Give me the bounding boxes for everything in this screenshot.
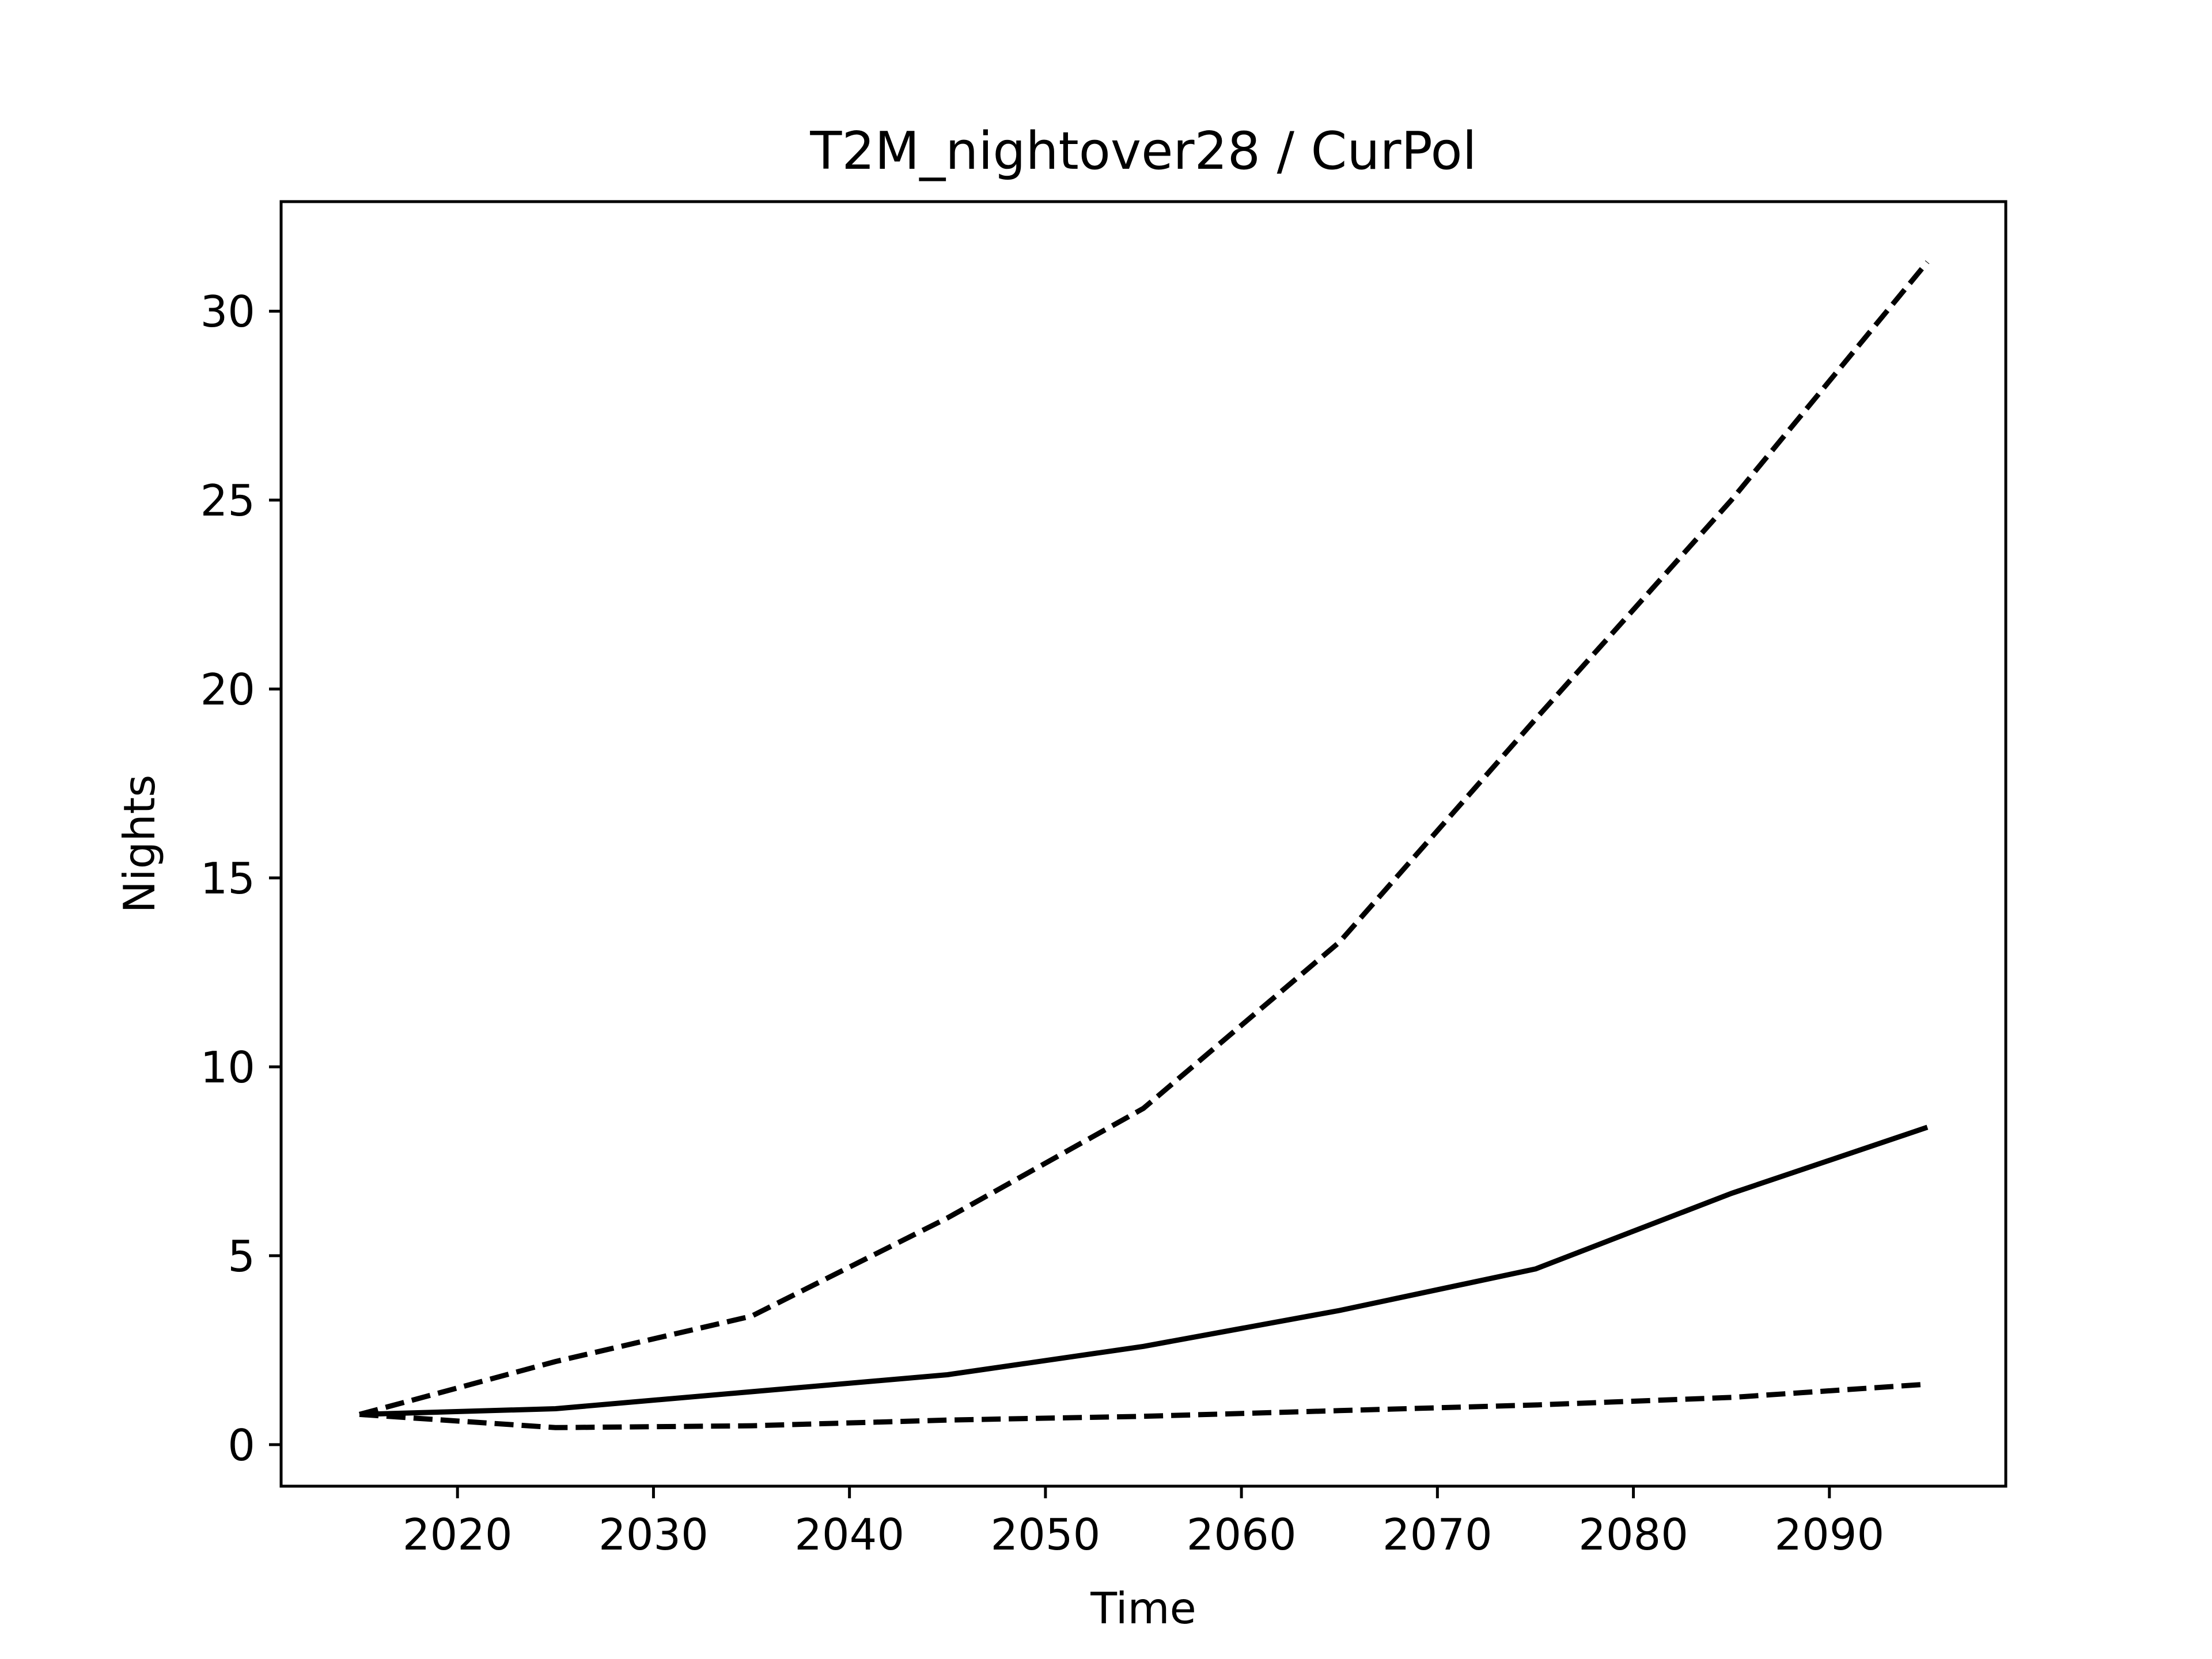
y-tick-label: 5 (228, 1231, 255, 1282)
plot-frame (279, 200, 2008, 1488)
y-tick-label: 15 (200, 853, 255, 904)
chart-title: T2M_nightover28 / CurPol (809, 121, 1476, 181)
x-axis-ticks: 2020 2030 2040 2050 2060 2070 2080 2090 (403, 1486, 1884, 1560)
x-tick-label: 2070 (1382, 1509, 1493, 1560)
y-tick-label: 20 (200, 664, 255, 715)
y-tick-label: 10 (200, 1042, 255, 1093)
y-tick-label: 0 (228, 1420, 255, 1471)
x-tick-label: 2020 (403, 1509, 513, 1560)
x-axis-label: Time (1090, 1583, 1196, 1634)
y-tick-label: 25 (200, 475, 255, 526)
series-line-3-dashed (359, 1381, 1928, 1430)
y-axis-label: Nights (114, 775, 165, 914)
y-axis-ticks: 0 5 10 15 20 25 30 (200, 286, 281, 1471)
x-tick-label: 2080 (1578, 1509, 1688, 1560)
x-tick-label: 2040 (794, 1509, 904, 1560)
y-tick-label: 30 (200, 286, 255, 337)
series-line-1-dashed (358, 260, 1930, 1417)
series-layer (358, 260, 1930, 1430)
x-tick-label: 2060 (1187, 1509, 1297, 1560)
series-line-2-solid (359, 1124, 1929, 1417)
x-tick-label: 2050 (990, 1509, 1100, 1560)
x-tick-label: 2090 (1774, 1509, 1884, 1560)
x-tick-label: 2030 (599, 1509, 709, 1560)
